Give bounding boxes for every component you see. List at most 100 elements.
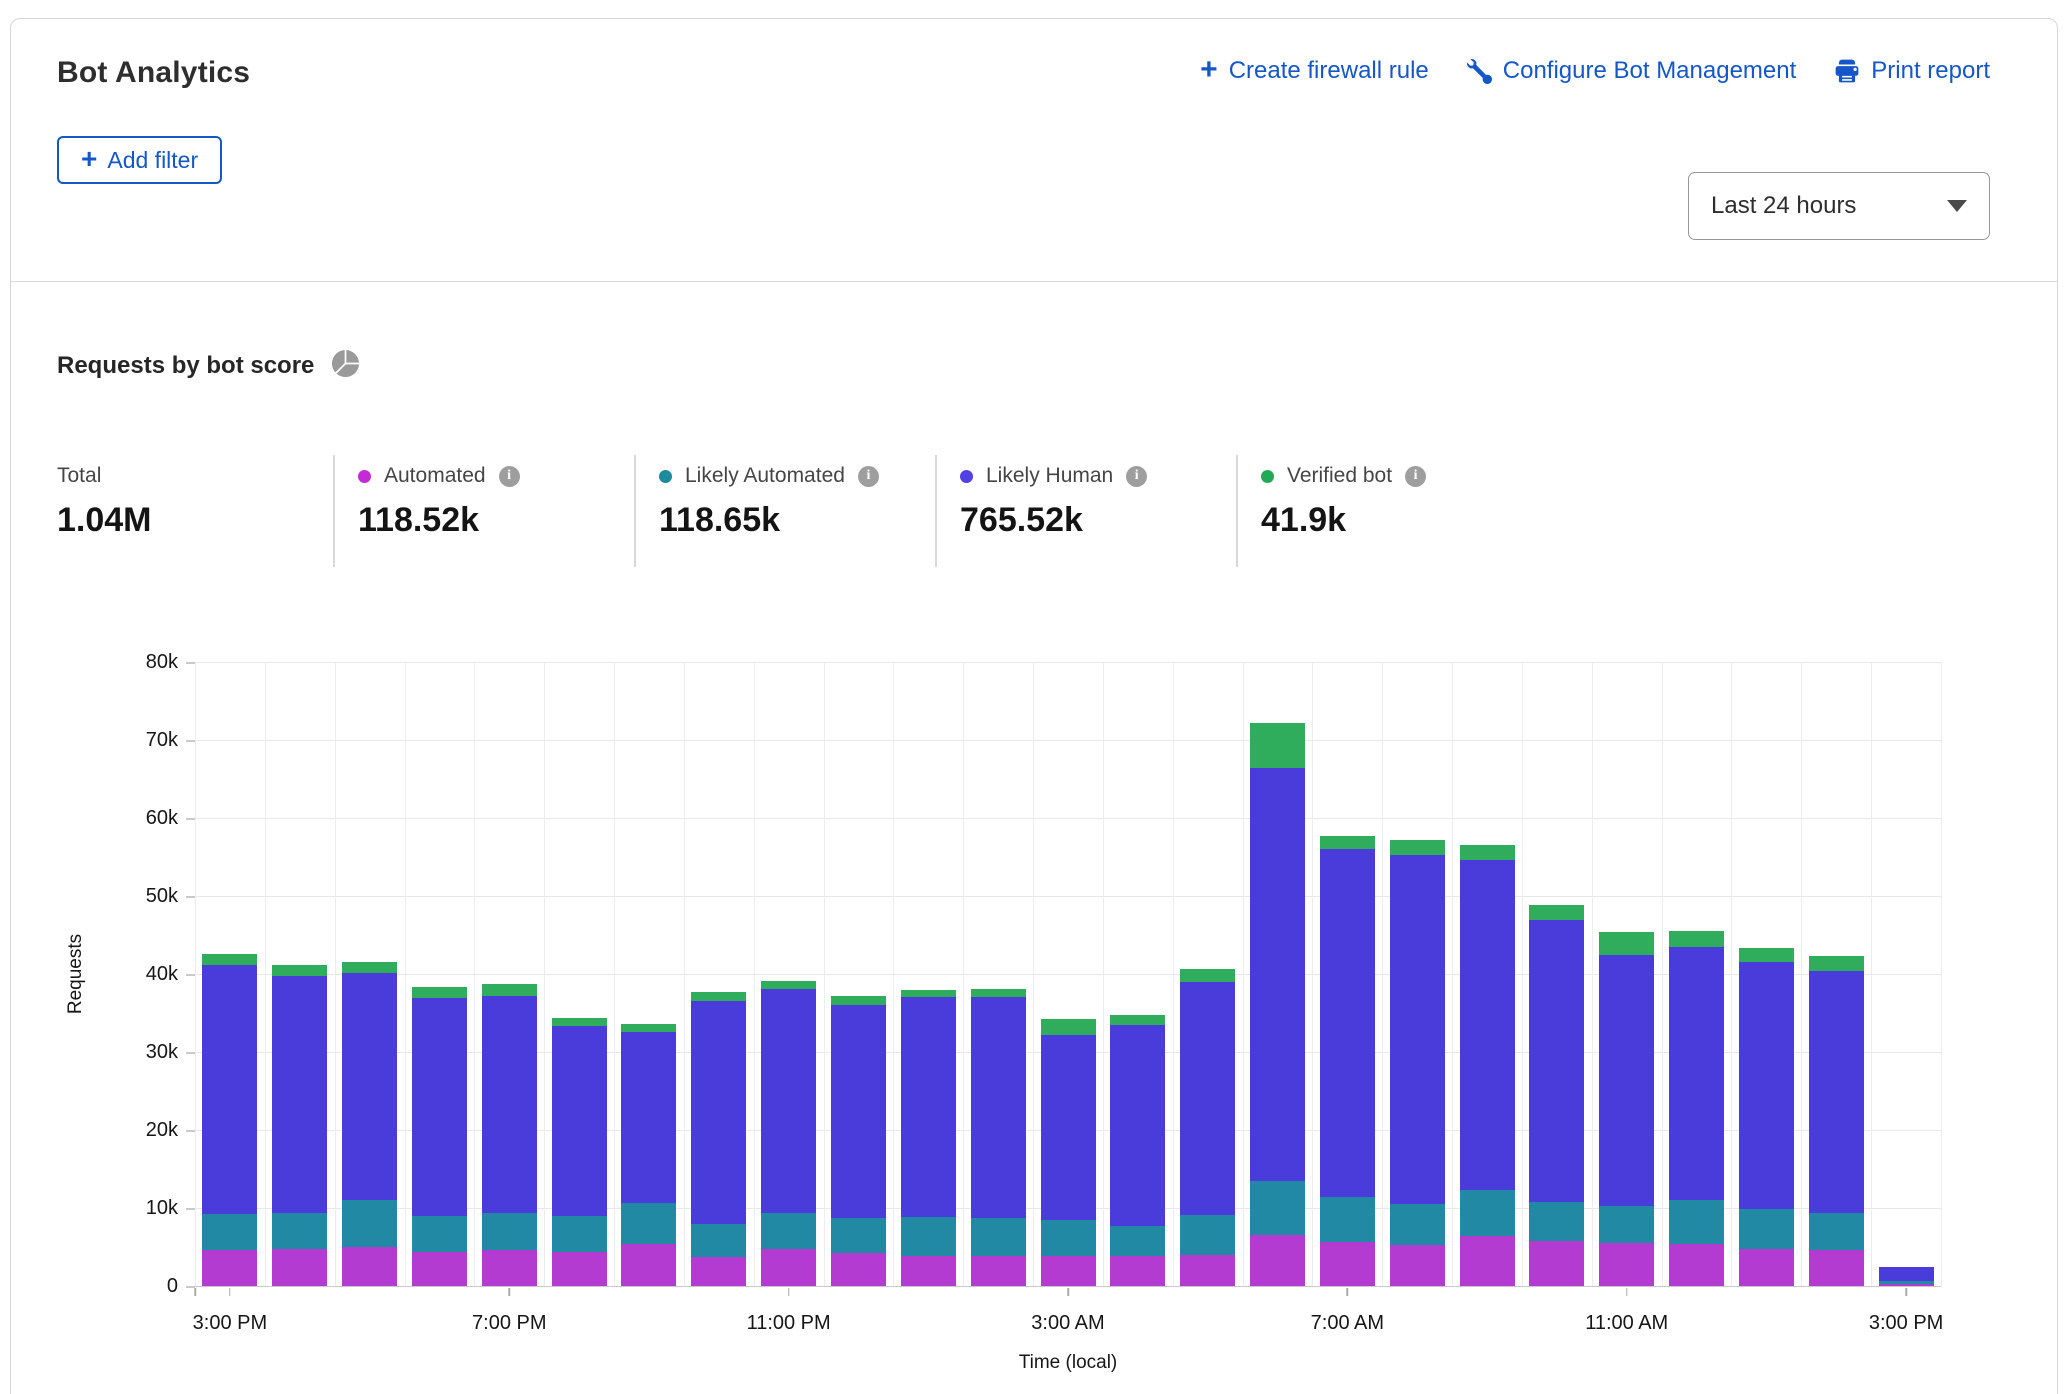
- bar-segment-verified-bot[interactable]: [831, 996, 886, 1005]
- bar-segment-verified-bot[interactable]: [1809, 956, 1864, 971]
- bar-segment-likely-human[interactable]: [1879, 1267, 1934, 1280]
- bar-segment-automated[interactable]: [1110, 1256, 1165, 1286]
- bar-segment-verified-bot[interactable]: [552, 1018, 607, 1026]
- info-icon[interactable]: i: [1126, 466, 1147, 487]
- bar-2:00 AM[interactable]: [971, 989, 1026, 1286]
- bar-3:00 PM[interactable]: [202, 954, 257, 1286]
- bar-segment-likely-automated[interactable]: [1460, 1190, 1515, 1236]
- bar-4:00 AM[interactable]: [1110, 1015, 1165, 1286]
- bar-segment-verified-bot[interactable]: [272, 965, 327, 976]
- bar-8:00 PM[interactable]: [552, 1018, 607, 1286]
- bar-segment-likely-automated[interactable]: [1390, 1204, 1445, 1245]
- bar-segment-likely-automated[interactable]: [1669, 1200, 1724, 1244]
- bar-9:00 PM[interactable]: [621, 1024, 676, 1286]
- bar-segment-likely-human[interactable]: [1110, 1025, 1165, 1226]
- bar-segment-automated[interactable]: [1599, 1243, 1654, 1286]
- bar-segment-verified-bot[interactable]: [342, 962, 397, 974]
- bar-10:00 PM[interactable]: [691, 992, 746, 1286]
- bar-segment-likely-human[interactable]: [761, 989, 816, 1213]
- bar-segment-likely-automated[interactable]: [342, 1200, 397, 1247]
- bar-7:00 AM[interactable]: [1320, 836, 1375, 1286]
- bar-segment-likely-human[interactable]: [552, 1026, 607, 1216]
- bar-segment-likely-automated[interactable]: [1809, 1213, 1864, 1250]
- bar-segment-likely-human[interactable]: [1250, 768, 1305, 1181]
- bar-segment-automated[interactable]: [1669, 1244, 1724, 1286]
- bar-segment-likely-human[interactable]: [1529, 920, 1584, 1202]
- bar-segment-verified-bot[interactable]: [1599, 932, 1654, 955]
- bar-segment-likely-human[interactable]: [1390, 855, 1445, 1204]
- bar-6:00 PM[interactable]: [412, 987, 467, 1286]
- print-report-link[interactable]: Print report: [1834, 57, 1990, 85]
- bar-3:00 PM[interactable]: [1879, 1267, 1934, 1286]
- bar-segment-verified-bot[interactable]: [901, 990, 956, 998]
- bar-segment-verified-bot[interactable]: [1041, 1019, 1096, 1035]
- bar-5:00 AM[interactable]: [1180, 969, 1235, 1286]
- bar-segment-likely-human[interactable]: [1460, 860, 1515, 1190]
- bar-segment-likely-human[interactable]: [202, 965, 257, 1215]
- bar-segment-automated[interactable]: [1879, 1284, 1934, 1286]
- bar-segment-likely-human[interactable]: [901, 997, 956, 1216]
- bar-6:00 AM[interactable]: [1250, 723, 1305, 1286]
- bar-segment-likely-human[interactable]: [831, 1005, 886, 1218]
- bar-segment-automated[interactable]: [342, 1247, 397, 1286]
- bar-segment-likely-automated[interactable]: [272, 1213, 327, 1249]
- bar-segment-verified-bot[interactable]: [412, 987, 467, 999]
- bar-segment-automated[interactable]: [1739, 1249, 1794, 1286]
- bar-segment-likely-human[interactable]: [482, 996, 537, 1214]
- bar-11:00 PM[interactable]: [761, 981, 816, 1286]
- bar-segment-verified-bot[interactable]: [1529, 905, 1584, 920]
- bar-segment-automated[interactable]: [971, 1256, 1026, 1286]
- bar-segment-likely-human[interactable]: [691, 1001, 746, 1224]
- bar-1:00 AM[interactable]: [901, 990, 956, 1286]
- bar-segment-verified-bot[interactable]: [482, 984, 537, 996]
- bar-1:00 PM[interactable]: [1739, 948, 1794, 1286]
- bar-segment-verified-bot[interactable]: [691, 992, 746, 1001]
- create-firewall-rule-link[interactable]: + Create firewall rule: [1200, 57, 1429, 85]
- bar-segment-verified-bot[interactable]: [1739, 948, 1794, 961]
- bar-segment-likely-human[interactable]: [412, 998, 467, 1216]
- bar-segment-likely-human[interactable]: [1320, 849, 1375, 1197]
- bar-segment-likely-human[interactable]: [1669, 947, 1724, 1201]
- bar-segment-automated[interactable]: [552, 1252, 607, 1286]
- bar-9:00 AM[interactable]: [1460, 845, 1515, 1286]
- bar-segment-likely-automated[interactable]: [901, 1217, 956, 1257]
- bar-3:00 AM[interactable]: [1041, 1019, 1096, 1286]
- bar-segment-verified-bot[interactable]: [1460, 845, 1515, 860]
- bar-segment-likely-automated[interactable]: [412, 1216, 467, 1252]
- add-filter-button[interactable]: + Add filter: [57, 136, 222, 184]
- info-icon[interactable]: i: [1405, 466, 1426, 487]
- bar-segment-verified-bot[interactable]: [761, 981, 816, 989]
- bar-segment-likely-human[interactable]: [1599, 955, 1654, 1207]
- bar-segment-likely-automated[interactable]: [1250, 1181, 1305, 1236]
- bar-5:00 PM[interactable]: [342, 962, 397, 1286]
- bar-segment-likely-human[interactable]: [342, 973, 397, 1200]
- bar-segment-automated[interactable]: [901, 1256, 956, 1286]
- bar-segment-likely-human[interactable]: [1041, 1035, 1096, 1220]
- bar-11:00 AM[interactable]: [1599, 932, 1654, 1286]
- bar-segment-likely-automated[interactable]: [1320, 1197, 1375, 1242]
- bar-segment-verified-bot[interactable]: [621, 1024, 676, 1032]
- bar-segment-likely-automated[interactable]: [1041, 1220, 1096, 1256]
- bar-segment-verified-bot[interactable]: [1390, 840, 1445, 855]
- bar-segment-automated[interactable]: [691, 1257, 746, 1286]
- time-range-select[interactable]: Last 24 hours: [1688, 172, 1990, 240]
- bar-segment-automated[interactable]: [1250, 1235, 1305, 1286]
- bar-segment-likely-human[interactable]: [971, 997, 1026, 1218]
- bar-12:00 AM[interactable]: [831, 996, 886, 1286]
- bar-segment-likely-human[interactable]: [621, 1032, 676, 1204]
- bar-2:00 PM[interactable]: [1809, 956, 1864, 1286]
- bar-segment-likely-automated[interactable]: [1110, 1226, 1165, 1256]
- bar-segment-automated[interactable]: [761, 1249, 816, 1286]
- bar-segment-likely-automated[interactable]: [1739, 1209, 1794, 1249]
- bar-segment-automated[interactable]: [1460, 1236, 1515, 1286]
- bar-12:00 PM[interactable]: [1669, 931, 1724, 1286]
- bar-segment-automated[interactable]: [1390, 1245, 1445, 1286]
- bar-segment-likely-automated[interactable]: [971, 1218, 1026, 1255]
- bar-segment-automated[interactable]: [1320, 1242, 1375, 1286]
- bar-8:00 AM[interactable]: [1390, 840, 1445, 1286]
- bar-segment-likely-automated[interactable]: [761, 1213, 816, 1250]
- bar-segment-likely-automated[interactable]: [831, 1218, 886, 1253]
- bar-segment-likely-automated[interactable]: [1529, 1202, 1584, 1241]
- bar-segment-likely-human[interactable]: [1739, 962, 1794, 1209]
- bar-segment-automated[interactable]: [1041, 1256, 1096, 1286]
